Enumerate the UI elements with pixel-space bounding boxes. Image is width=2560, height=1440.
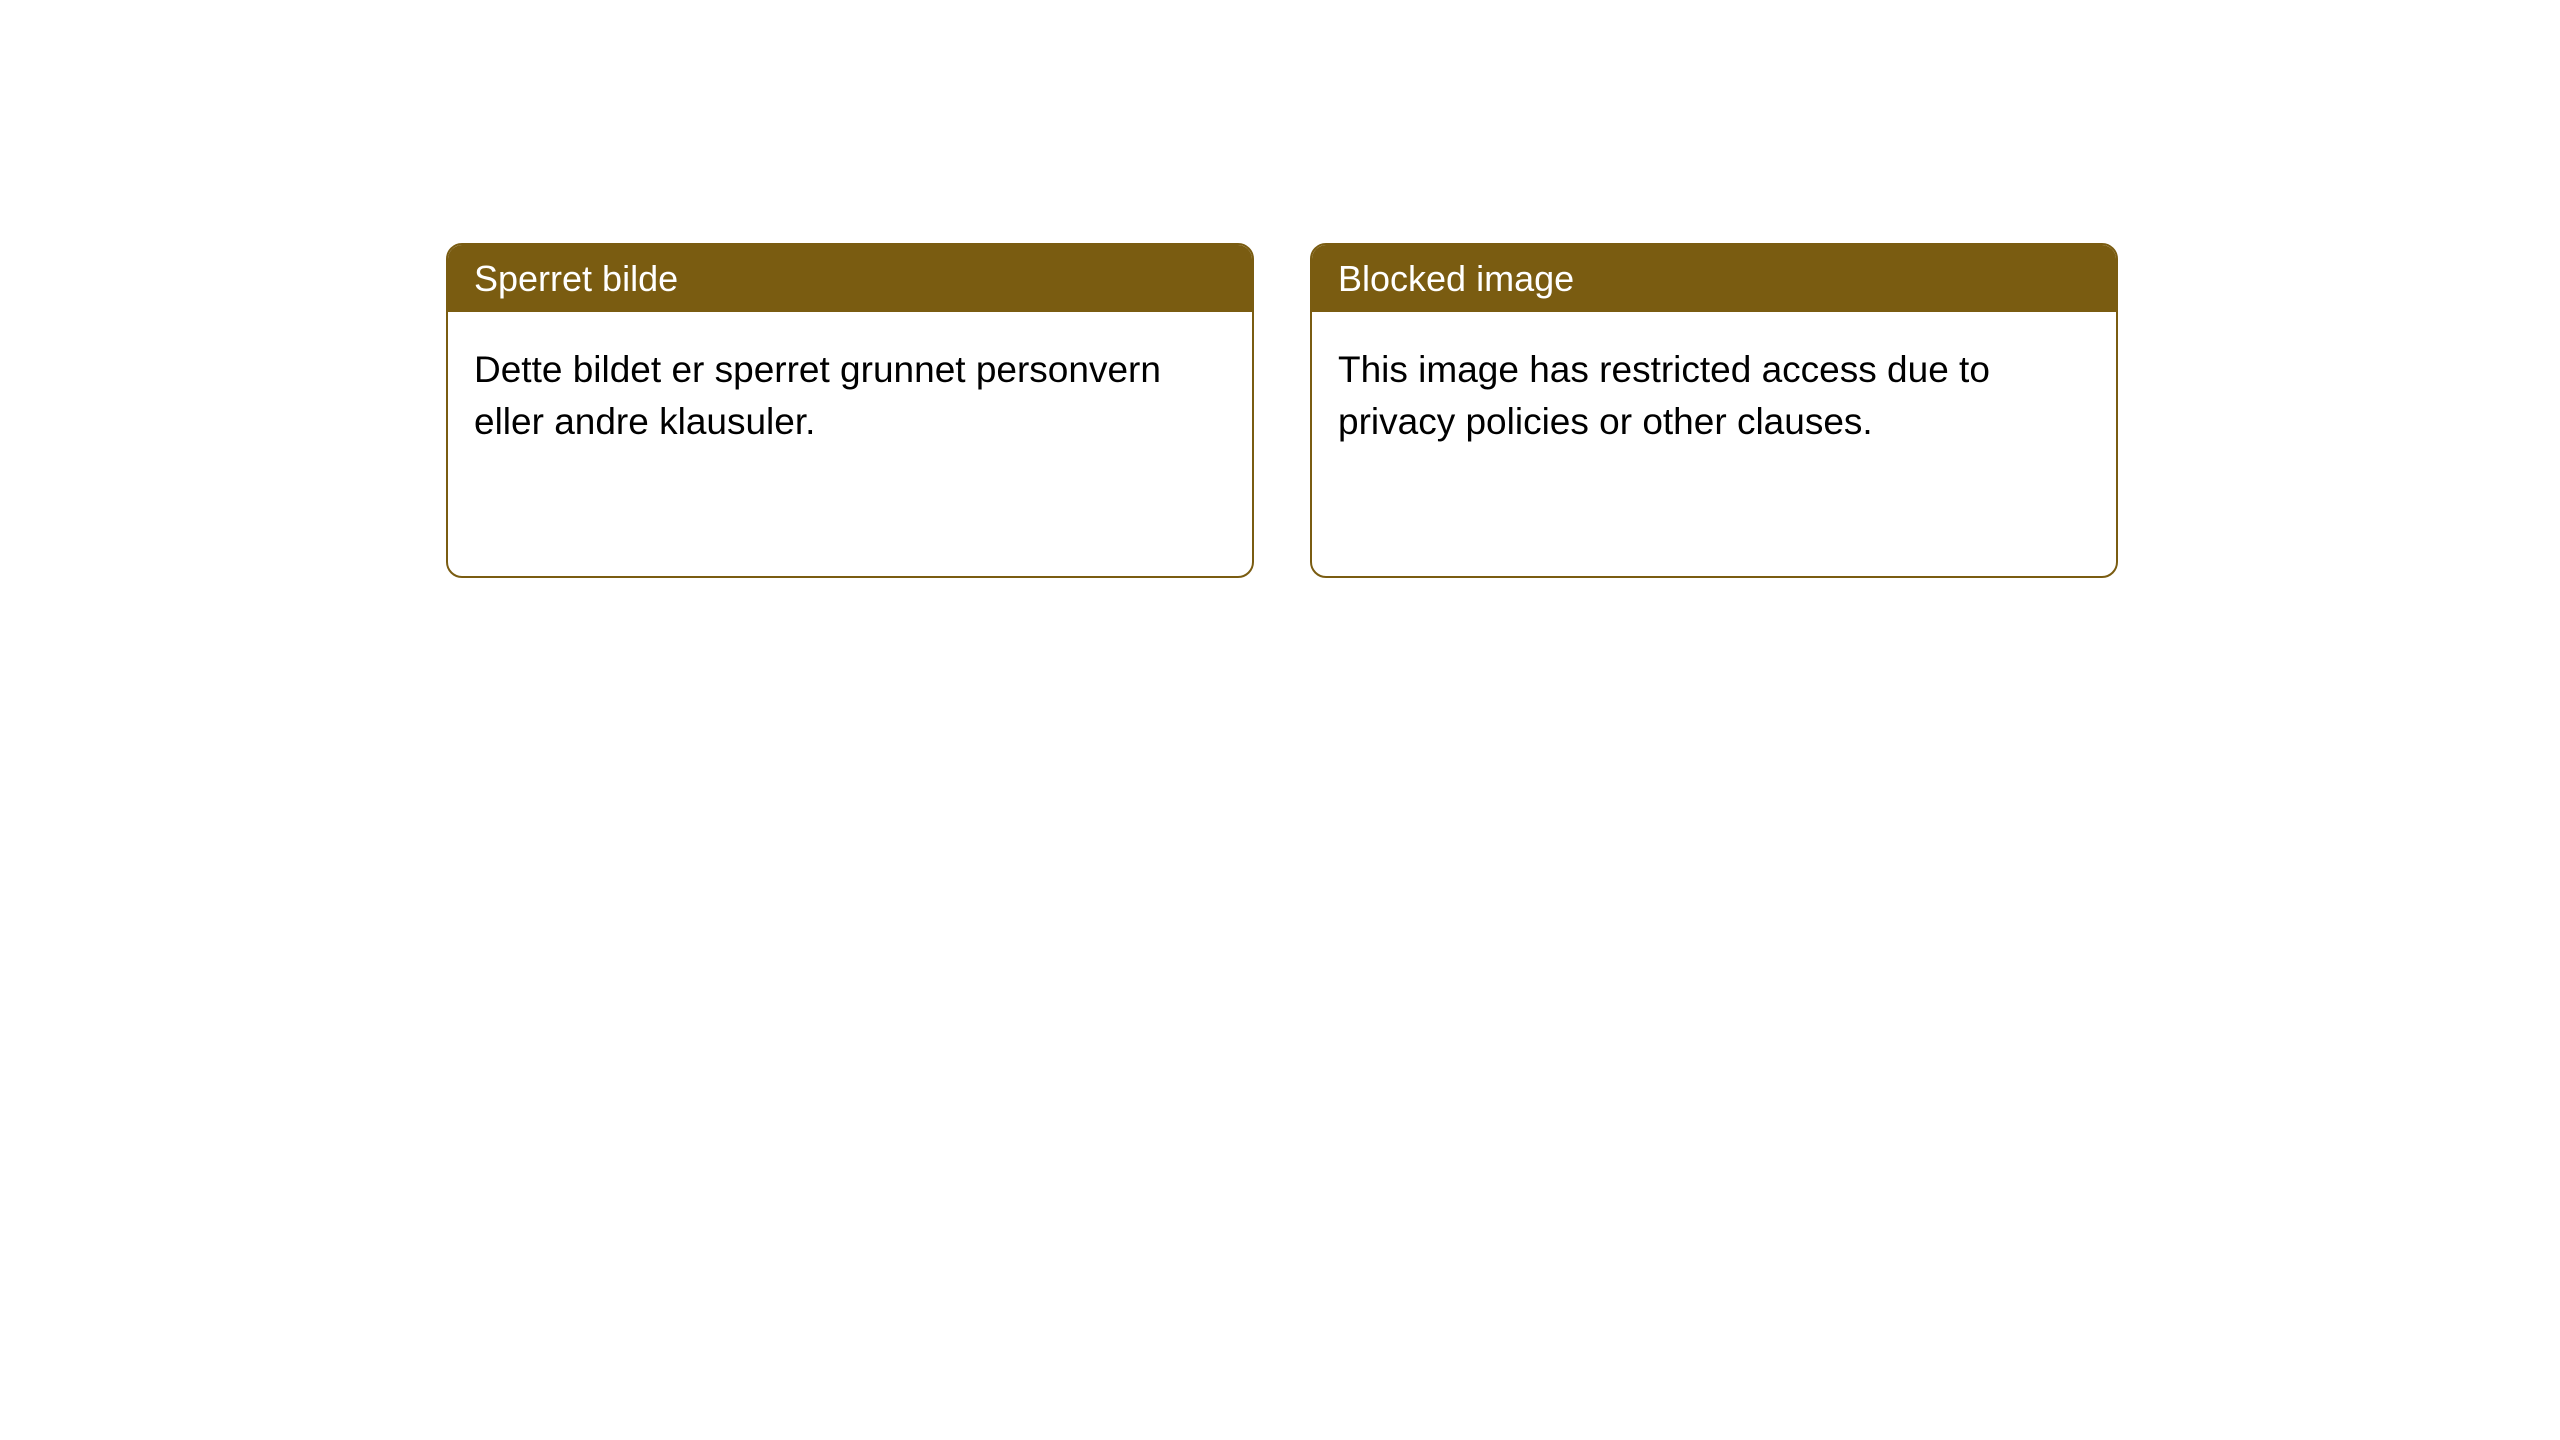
card-title: Blocked image — [1338, 258, 1574, 299]
card-body-text: Dette bildet er sperret grunnet personve… — [474, 349, 1161, 442]
card-body: This image has restricted access due to … — [1312, 312, 2116, 480]
notice-card-english: Blocked image This image has restricted … — [1310, 243, 2118, 578]
card-title: Sperret bilde — [474, 258, 678, 299]
card-body: Dette bildet er sperret grunnet personve… — [448, 312, 1252, 480]
notice-card-norwegian: Sperret bilde Dette bildet er sperret gr… — [446, 243, 1254, 578]
card-header: Blocked image — [1312, 245, 2116, 312]
card-header: Sperret bilde — [448, 245, 1252, 312]
card-body-text: This image has restricted access due to … — [1338, 349, 1990, 442]
notice-container: Sperret bilde Dette bildet er sperret gr… — [446, 243, 2118, 578]
